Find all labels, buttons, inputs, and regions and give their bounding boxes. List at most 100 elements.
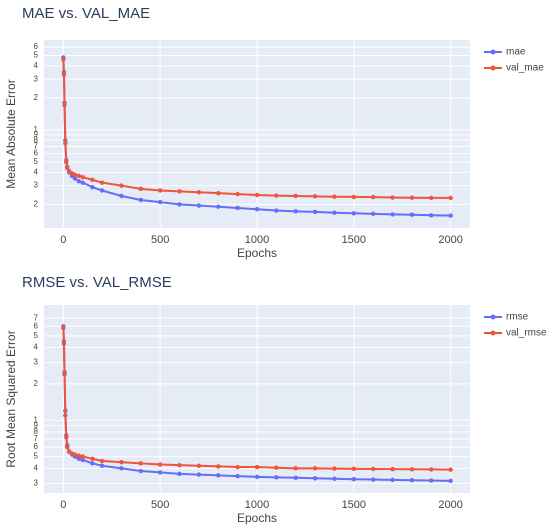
x-tick-label: 0 <box>60 234 66 246</box>
legend-label: val_rmse <box>506 328 547 339</box>
marker <box>216 204 221 209</box>
y-tick-label: 5 <box>34 331 39 340</box>
marker <box>177 202 182 207</box>
marker <box>332 210 337 215</box>
y-tick-label: 2 <box>34 93 39 102</box>
marker <box>119 193 124 199</box>
marker <box>138 186 144 192</box>
marker <box>274 465 279 470</box>
marker <box>119 466 124 471</box>
marker <box>72 172 78 177</box>
marker <box>293 475 298 481</box>
marker <box>370 194 376 200</box>
marker <box>90 177 95 183</box>
y-tick-label: 9 <box>34 130 39 139</box>
marker <box>390 212 395 217</box>
marker <box>90 456 95 461</box>
marker <box>235 473 240 479</box>
marker <box>429 478 434 483</box>
marker <box>216 473 221 478</box>
marker <box>80 180 85 185</box>
marker <box>76 179 82 184</box>
marker <box>254 464 260 470</box>
y-axis-label: Root Mean Squared Error <box>4 330 18 467</box>
y-tick-label: 7 <box>34 434 39 443</box>
marker <box>409 478 415 483</box>
marker <box>370 466 376 472</box>
marker <box>177 471 182 477</box>
marker <box>293 466 298 471</box>
marker <box>216 190 221 196</box>
y-tick-label: 5 <box>34 51 39 60</box>
marker <box>61 72 67 77</box>
marker <box>254 474 260 480</box>
x-tick-label: 1500 <box>342 499 366 511</box>
marker <box>390 477 395 483</box>
marker <box>312 476 318 481</box>
y-tick-label: 4 <box>34 463 39 472</box>
marker <box>448 195 453 201</box>
x-tick-label: 2000 <box>438 234 462 246</box>
marker <box>196 203 202 208</box>
marker <box>254 192 260 198</box>
legend-marker <box>490 65 496 71</box>
marker <box>76 173 82 179</box>
marker <box>312 466 318 471</box>
marker <box>332 194 337 199</box>
marker <box>64 159 69 165</box>
y-tick-label: 7 <box>34 142 39 151</box>
marker <box>177 189 182 194</box>
marker <box>157 462 163 467</box>
legend-label: val_mae <box>506 63 544 74</box>
x-tick-label: 500 <box>151 234 169 246</box>
x-axis-label: Epochs <box>237 246 277 260</box>
y-tick-label: 3 <box>34 358 39 367</box>
marker <box>65 165 70 171</box>
marker <box>61 341 67 346</box>
y-tick-label: 7 <box>34 313 39 322</box>
x-tick-label: 2000 <box>438 499 462 511</box>
marker <box>235 205 240 211</box>
marker <box>235 191 240 197</box>
marker <box>216 464 221 469</box>
marker <box>409 195 415 200</box>
chart-title: MAE vs. VAL_MAE <box>22 5 150 22</box>
marker <box>274 475 279 480</box>
marker <box>80 175 85 180</box>
legend-marker <box>490 330 496 336</box>
marker <box>351 466 357 472</box>
y-tick-label: 6 <box>34 42 39 51</box>
marker <box>235 464 240 470</box>
x-tick-label: 1500 <box>342 234 366 246</box>
y-tick-label: 2 <box>34 379 39 388</box>
marker <box>90 185 95 190</box>
marker <box>90 461 95 466</box>
marker <box>351 211 357 216</box>
legend-label: rmse <box>506 312 529 323</box>
marker <box>196 472 202 477</box>
y-tick-label: 5 <box>34 452 39 461</box>
x-tick-label: 0 <box>60 499 66 511</box>
marker <box>76 456 82 461</box>
legend-marker <box>490 49 496 55</box>
marker <box>62 372 67 377</box>
marker <box>138 461 144 466</box>
y-tick-label: 2 <box>34 199 39 208</box>
x-axis-label: Epochs <box>237 511 277 525</box>
marker <box>390 466 395 472</box>
marker <box>76 453 82 458</box>
y-tick-label: 6 <box>34 149 39 158</box>
marker <box>119 459 124 465</box>
marker <box>157 188 163 193</box>
marker <box>99 458 105 464</box>
marker <box>351 194 357 200</box>
marker <box>312 194 318 199</box>
marker <box>370 477 376 482</box>
marker <box>429 213 434 218</box>
x-tick-label: 500 <box>151 499 169 511</box>
y-tick-label: 6 <box>34 442 39 451</box>
y-tick-label: 3 <box>34 479 39 488</box>
y-axis-label: Mean Absolute Error <box>4 79 18 188</box>
y-tick-label: 4 <box>34 167 39 176</box>
